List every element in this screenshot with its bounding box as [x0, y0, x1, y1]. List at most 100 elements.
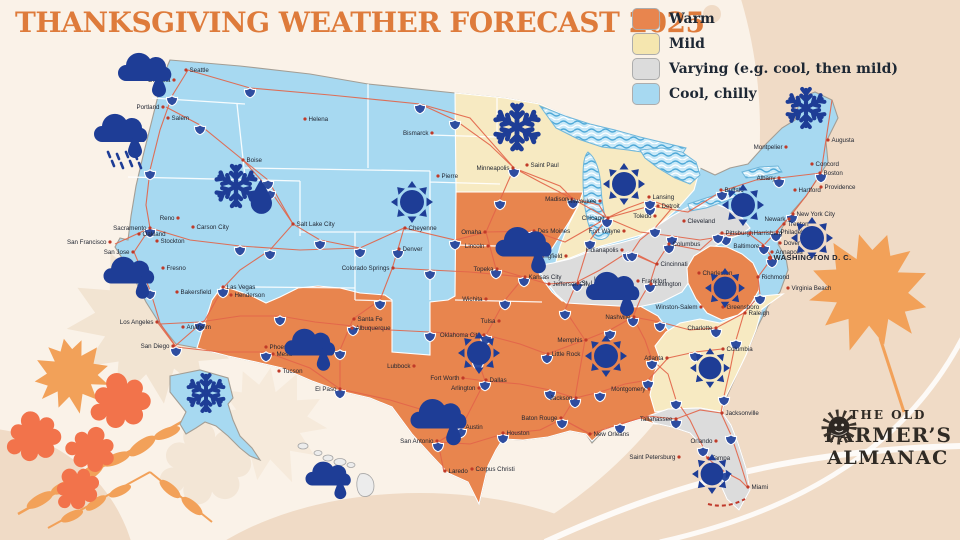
city-dot: [787, 217, 791, 221]
florida-keys: [707, 498, 746, 507]
city-dot: [826, 138, 830, 142]
city-label: New York City: [797, 211, 836, 218]
city-dot: [598, 199, 602, 203]
city-label: Providence: [825, 184, 857, 191]
city-dot: [649, 282, 653, 286]
city-dot: [523, 275, 527, 279]
city-dot: [264, 345, 268, 349]
city-dot: [699, 305, 703, 309]
city-dot: [653, 214, 657, 218]
city-dot: [525, 163, 529, 167]
city-label: Buffalo: [725, 187, 745, 194]
city-label: Wichita: [462, 296, 483, 303]
legend-item: Warm: [632, 7, 958, 31]
city-dot: [559, 416, 563, 420]
city-label: Reno: [160, 215, 175, 222]
city-label: Philadelphia: [781, 229, 815, 236]
city-dot: [172, 78, 176, 82]
city-label: Portland: [136, 104, 160, 111]
city-dot: [184, 68, 188, 72]
snow-icon: [188, 375, 224, 411]
city-dot: [622, 229, 626, 233]
city-dot: [564, 254, 568, 258]
city-dot: [483, 230, 487, 234]
city-label: Fort Worth: [430, 375, 460, 382]
city-label: Greensboro: [727, 304, 760, 311]
city-dot: [574, 396, 578, 400]
city-dot: [677, 455, 681, 459]
city-label: Lincoln: [465, 243, 485, 250]
city-dot: [166, 116, 170, 120]
city-label: Columbus: [673, 241, 701, 248]
city-label: Orlando: [690, 438, 713, 445]
sun-icon: [791, 217, 833, 259]
city-label: Charlotte: [687, 325, 713, 332]
city-dot: [511, 166, 515, 170]
city-dot: [546, 352, 550, 356]
city-dot: [819, 185, 823, 189]
city-dot: [221, 285, 225, 289]
city-dot: [782, 222, 786, 226]
city-label: Colorado Springs: [342, 265, 390, 272]
city-dot: [606, 216, 610, 220]
city-dot: [391, 266, 395, 270]
city-dot: [714, 439, 718, 443]
city-dot: [171, 344, 175, 348]
city-label: Fresno: [167, 265, 187, 272]
city-label: Tampa: [712, 455, 731, 462]
beige-dot: [703, 5, 721, 23]
city-label: Indianapolis: [585, 247, 618, 254]
legend-item: Cool, chilly: [632, 82, 958, 106]
legend-item: Varying (e.g. cool, then mild): [632, 57, 958, 81]
city-dot: [436, 174, 440, 178]
city-dot: [748, 231, 752, 235]
legend-swatch: [632, 8, 660, 30]
region-mild-southeast: [649, 293, 785, 413]
city-label: Stockton: [161, 238, 186, 245]
city-dot: [175, 290, 179, 294]
city-label: Bismarck: [403, 130, 429, 137]
city-label: Boston: [824, 170, 844, 177]
city-label: Columbia: [727, 346, 754, 353]
sun-face-icon: [821, 409, 857, 445]
city-label: Las Vegas: [227, 284, 256, 291]
city-label: Newark: [765, 216, 787, 223]
city-dot: [791, 212, 795, 216]
logo-line-the-old: THE OLD: [849, 408, 927, 422]
city-label: Pittsburgh: [726, 230, 754, 237]
city-label: Jackson: [550, 395, 573, 402]
city-dot: [570, 197, 574, 201]
city-label: Frankfort: [642, 278, 667, 285]
city-label: Detroit: [662, 203, 681, 210]
city-label: Nashville: [605, 314, 631, 321]
city-label: Helena: [309, 116, 329, 123]
city-label: Houston: [507, 430, 531, 437]
forecast-legend: Warm Mild Varying (e.g. cool, then mild) Co…: [632, 7, 958, 107]
city-dot: [665, 356, 669, 360]
city-label: Lansing: [653, 194, 675, 201]
city-label: Los Angeles: [120, 319, 154, 326]
city-dot: [161, 105, 165, 109]
city-dot: [497, 319, 501, 323]
page-title: THANKSGIVING WEATHER FORECAST 2025: [15, 6, 705, 39]
city-label: Omaha: [461, 229, 482, 236]
city-dot: [352, 317, 356, 321]
city-dot: [435, 439, 439, 443]
city-dot: [161, 266, 165, 270]
city-dot: [714, 326, 718, 330]
city-dot: [486, 244, 490, 248]
sun-icon: [585, 335, 627, 377]
us-map: SeattleOlympiaPortlandSalemBoiseHelenaSa…: [67, 53, 857, 511]
city-dot: [484, 297, 488, 301]
city-label: Charleston: [703, 270, 733, 277]
city-label: Oklahoma City: [440, 332, 481, 339]
city-label: Hartford: [799, 187, 822, 194]
city-dot: [412, 364, 416, 368]
city-label: Tulsa: [481, 318, 496, 325]
city-label: Concord: [816, 161, 840, 168]
city-label: Baltimore: [733, 243, 760, 250]
sun-icon: [692, 454, 732, 494]
sun-icon: [603, 163, 645, 205]
city-dot: [647, 387, 651, 391]
city-label: Madison: [545, 196, 569, 203]
